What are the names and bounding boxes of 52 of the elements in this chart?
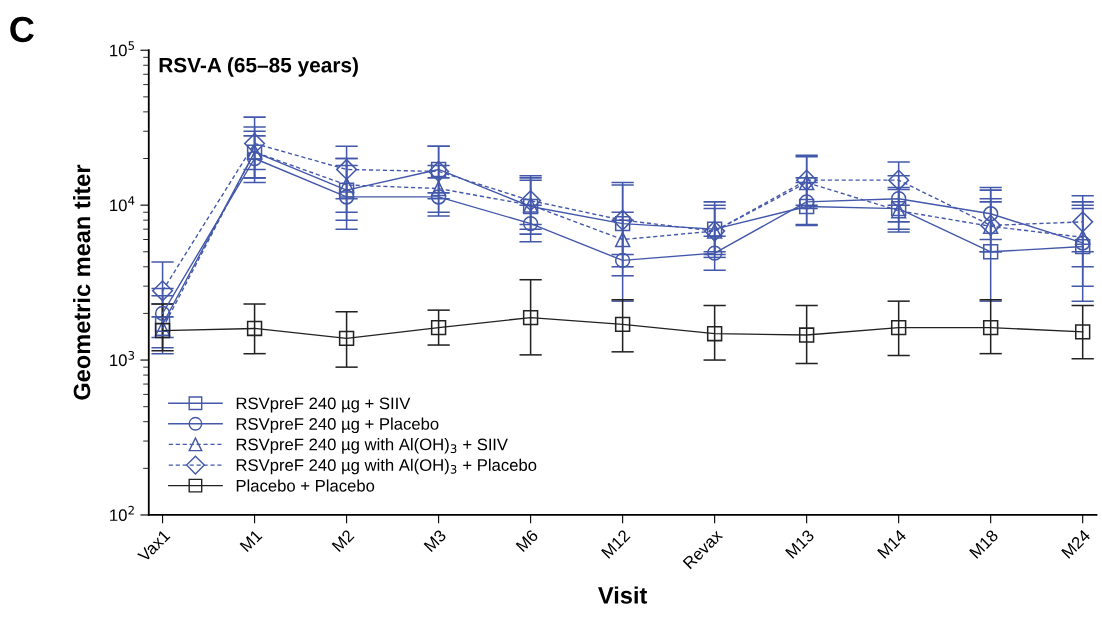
x-tick-label: M2 <box>331 529 355 553</box>
legend-label: RSVpreF 240 µg + Placebo <box>236 417 439 434</box>
point <box>1074 238 1091 255</box>
point <box>982 244 999 260</box>
point <box>522 215 539 232</box>
point <box>614 231 631 248</box>
x-tick-label: Vax1 <box>137 529 171 563</box>
text: C <box>10 16 34 43</box>
point <box>522 309 539 326</box>
y-tick-label: 10$^{3}$ <box>110 350 135 367</box>
legend-label: RSVpreF 240 µg + SIIV <box>236 397 411 413</box>
point <box>428 160 450 183</box>
point <box>338 177 355 193</box>
point <box>520 190 542 212</box>
point <box>890 191 907 207</box>
point <box>151 280 174 302</box>
point <box>612 209 634 231</box>
point <box>338 189 355 205</box>
point <box>888 169 910 191</box>
point <box>336 158 358 181</box>
y-axis-title: Geometric mean titer <box>73 164 91 400</box>
point <box>614 316 631 333</box>
legend-label: Placebo + Placebo <box>236 479 375 492</box>
point <box>430 319 447 336</box>
point <box>430 180 447 197</box>
x-tick-label: M3 <box>423 528 447 553</box>
point <box>706 325 723 342</box>
y-tick-label: 10$^{2}$ <box>110 505 134 522</box>
point <box>430 189 447 205</box>
point <box>890 319 907 336</box>
point <box>246 320 263 337</box>
legend-label: RSVpreF 240 µg with Al(OH)$_{3}$ + Placebo <box>236 458 537 475</box>
point <box>1074 324 1091 340</box>
point <box>154 305 171 322</box>
chart-title: RSV-A (65–85 years) <box>159 57 358 77</box>
y-tick-label: 10$^{5}$ <box>110 41 135 57</box>
point <box>338 182 355 198</box>
legend-label: RSVpreF 240 µg with Al(OH)$_{3}$ + SIIV <box>236 438 508 454</box>
point <box>796 169 818 191</box>
point <box>1072 211 1094 233</box>
point <box>706 245 723 261</box>
point <box>982 319 999 336</box>
x-axis-title: Visit <box>598 586 648 604</box>
point <box>798 198 815 215</box>
y-tick-label: 10$^{4}$ <box>110 196 135 212</box>
point <box>243 132 266 155</box>
x-tick-label: M6 <box>515 528 539 553</box>
point <box>614 252 631 269</box>
point <box>982 206 999 222</box>
point <box>798 327 815 343</box>
x-tick-label: M1 <box>239 529 263 553</box>
point <box>338 330 355 347</box>
